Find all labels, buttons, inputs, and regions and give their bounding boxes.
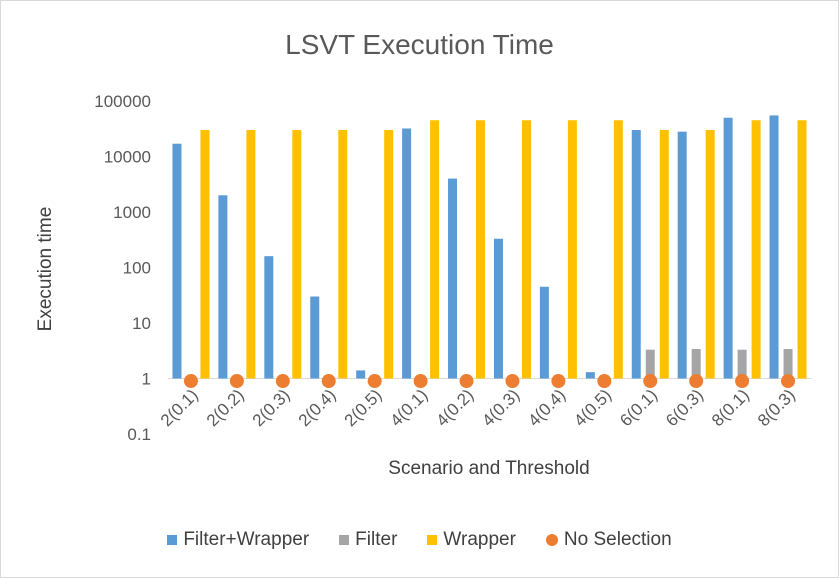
bar-wrapper xyxy=(751,120,761,379)
bar-filter-wrapper xyxy=(631,130,641,379)
bar-wrapper xyxy=(200,130,210,379)
y-axis-title: Execution time xyxy=(35,207,56,332)
bar-filter-wrapper xyxy=(402,128,412,379)
bar-filter xyxy=(691,349,701,379)
marker-no-selection xyxy=(459,374,474,389)
bar-wrapper xyxy=(338,130,348,379)
marker-no-selection xyxy=(413,374,428,389)
bar-filter xyxy=(783,349,793,379)
bar-wrapper xyxy=(613,120,623,379)
bar-wrapper xyxy=(705,130,715,379)
legend-item-wrapper: Wrapper xyxy=(427,529,516,551)
x-tick-label: 6(0.1) xyxy=(616,385,661,430)
chart-legend: Filter+Wrapper Filter Wrapper No Selecti… xyxy=(1,529,838,551)
marker-no-selection xyxy=(643,374,658,389)
legend-label-filter-wrapper: Filter+Wrapper xyxy=(183,529,310,550)
x-tick-label: 2(0.5) xyxy=(341,385,386,430)
x-tick-label: 4(0.4) xyxy=(524,385,569,430)
y-tick-label: 10000 xyxy=(104,148,151,167)
y-tick-label: 1000 xyxy=(113,203,151,222)
legend-swatch-wrapper xyxy=(427,535,438,545)
marker-no-selection xyxy=(367,374,382,389)
marker-no-selection xyxy=(551,374,566,389)
legend-item-filter: Filter xyxy=(339,529,397,551)
legend-marker-no-selection xyxy=(545,534,558,546)
marker-no-selection xyxy=(735,374,750,389)
bar-wrapper xyxy=(476,120,486,379)
x-tick-label: 4(0.1) xyxy=(387,385,432,430)
x-tick-label: 2(0.4) xyxy=(295,385,340,430)
bar-filter-wrapper xyxy=(310,296,320,379)
x-tick-label: 4(0.5) xyxy=(570,385,615,430)
legend-swatch-filter xyxy=(339,535,350,545)
bar-filter xyxy=(737,349,747,379)
marker-no-selection xyxy=(689,374,704,389)
x-tick-label: 8(0.3) xyxy=(754,385,799,430)
bar-wrapper xyxy=(567,120,577,379)
bar-filter-wrapper xyxy=(769,115,779,379)
x-tick-label: 4(0.3) xyxy=(478,385,523,430)
x-tick-label: 4(0.2) xyxy=(433,385,478,430)
x-tick-label: 6(0.3) xyxy=(662,385,707,430)
bar-filter-wrapper xyxy=(539,286,549,379)
marker-no-selection xyxy=(229,374,244,389)
x-tick-label: 2(0.1) xyxy=(157,385,202,430)
y-tick-label: 100000 xyxy=(94,92,151,111)
chart-title: LSVT Execution Time xyxy=(285,29,554,60)
bar-wrapper xyxy=(797,120,807,379)
y-tick-label: 1 xyxy=(142,370,151,389)
marker-no-selection xyxy=(505,374,520,389)
bar-filter-wrapper xyxy=(218,195,228,379)
y-tick-label: 0.1 xyxy=(127,425,151,444)
marker-no-selection xyxy=(781,374,796,389)
bar-wrapper xyxy=(521,120,531,379)
legend-label-filter: Filter xyxy=(355,529,398,550)
x-tick-label: 8(0.1) xyxy=(708,385,753,430)
bar-filter-wrapper xyxy=(585,372,595,379)
bar-filter-wrapper xyxy=(677,131,687,379)
legend-label-wrapper: Wrapper xyxy=(443,529,516,550)
legend-item-filter-wrapper: Filter+Wrapper xyxy=(167,529,309,551)
x-axis-title: Scenario and Threshold xyxy=(388,458,589,479)
marker-no-selection xyxy=(321,374,336,389)
bar-wrapper xyxy=(659,130,669,379)
marker-no-selection xyxy=(183,374,198,389)
bar-filter-wrapper xyxy=(448,178,458,379)
bar-wrapper xyxy=(246,130,256,379)
marker-no-selection xyxy=(275,374,290,389)
legend-item-no-selection: No Selection xyxy=(545,529,672,551)
x-tick-label: 2(0.2) xyxy=(203,385,248,430)
marker-no-selection xyxy=(597,374,612,389)
bar-filter-wrapper xyxy=(356,370,366,379)
bar-wrapper xyxy=(292,130,302,379)
bar-filter-wrapper xyxy=(172,143,182,379)
bar-filter-wrapper xyxy=(723,117,733,379)
legend-label-no-selection: No Selection xyxy=(563,529,672,550)
x-tick-label: 2(0.3) xyxy=(249,385,294,430)
bar-wrapper xyxy=(430,120,440,379)
bar-filter-wrapper xyxy=(493,238,503,379)
bar-wrapper xyxy=(384,130,394,379)
bar-filter xyxy=(645,349,655,379)
y-tick-label: 10 xyxy=(132,314,151,333)
bar-filter-wrapper xyxy=(264,256,274,379)
legend-swatch-filter-wrapper xyxy=(167,535,178,545)
y-tick-label: 100 xyxy=(123,259,151,278)
